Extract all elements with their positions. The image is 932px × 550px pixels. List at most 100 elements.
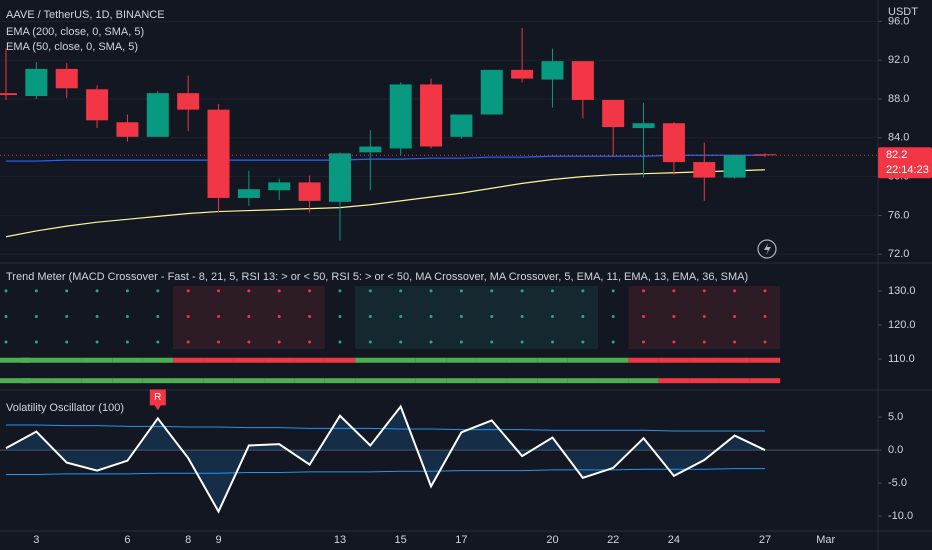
- candle-body: [207, 109, 230, 198]
- trend-dot: [642, 289, 646, 293]
- trend-bar: [567, 357, 599, 363]
- trend-dot: [186, 340, 190, 344]
- trend-dot: [672, 340, 676, 344]
- trend-dot: [368, 289, 372, 293]
- trend-bar: [537, 357, 568, 363]
- trend-bar: [112, 378, 143, 384]
- trend-dot: [186, 314, 190, 318]
- trend-dot: [611, 289, 615, 293]
- candle-body: [146, 93, 169, 137]
- trend-bar: [233, 357, 265, 363]
- trend-dot: [368, 340, 372, 344]
- trend-bar: [689, 357, 720, 363]
- trend-dot: [368, 314, 372, 318]
- y-tick-label: 72.0: [888, 248, 909, 260]
- indicator-title: Trend Meter (MACD Crossover - Fast - 8, …: [6, 271, 748, 283]
- trend-bar: [598, 357, 629, 363]
- candle-body: [480, 69, 503, 115]
- trend-dot: [429, 340, 433, 344]
- candle-body: [693, 162, 716, 178]
- trend-dot: [733, 314, 737, 318]
- y-tick-label: 110.0: [888, 353, 915, 365]
- trend-bar: [385, 378, 416, 384]
- trend-dot: [763, 289, 767, 293]
- trend-dot: [399, 289, 403, 293]
- trend-bar: [598, 378, 629, 384]
- trend-dot: [34, 314, 38, 318]
- x-tick-label: 24: [668, 534, 680, 546]
- trend-bar: [506, 378, 538, 384]
- y-tick-label: 0.0: [888, 444, 903, 456]
- trend-bar: [0, 378, 31, 384]
- trend-dot: [763, 314, 767, 318]
- currency-label: USDT: [888, 6, 918, 18]
- x-tick-label: 8: [185, 534, 191, 546]
- trend-dot: [34, 289, 38, 293]
- trend-dot: [125, 314, 129, 318]
- trend-dot: [217, 289, 221, 293]
- trend-bar: [142, 357, 173, 363]
- trend-dot: [459, 314, 463, 318]
- x-tick-label: 22: [607, 534, 619, 546]
- trend-dot: [156, 340, 160, 344]
- candle-body: [116, 122, 139, 137]
- trend-dot: [65, 314, 69, 318]
- trend-dot: [733, 340, 737, 344]
- trend-dot: [95, 314, 99, 318]
- y-tick-label: 88.0: [888, 93, 909, 105]
- legend-entry: EMA (50, close, 0, SMA, 5): [6, 41, 138, 53]
- candle-body: [86, 89, 109, 121]
- trend-dot: [4, 340, 8, 344]
- trend-dot: [429, 314, 433, 318]
- y-tick-label: 76.0: [888, 209, 909, 221]
- trend-bar: [233, 378, 265, 384]
- oscillator-line: [5, 404, 766, 514]
- last-price-label: 82.2: [886, 149, 907, 161]
- trend-dot: [581, 340, 585, 344]
- trend-dot: [34, 340, 38, 344]
- trend-dot: [611, 340, 615, 344]
- y-tick-label: -5.0: [888, 477, 907, 489]
- trend-bar: [142, 378, 173, 384]
- candle-body: [25, 68, 48, 97]
- trend-dot: [550, 340, 554, 344]
- trend-dot: [247, 289, 251, 293]
- trend-dot: [277, 340, 281, 344]
- trend-bar: [476, 357, 507, 363]
- trend-dot: [702, 340, 706, 344]
- trend-bar: [415, 357, 447, 363]
- trend-bar: [51, 357, 82, 363]
- trend-bar: [658, 378, 690, 384]
- trend-dot: [247, 340, 251, 344]
- x-tick-label: Mar: [816, 534, 835, 546]
- trend-dot: [581, 314, 585, 318]
- trend-bar: [446, 357, 477, 363]
- candle-body: [602, 99, 625, 128]
- signal-marker: [149, 389, 166, 411]
- trend-bar: [324, 378, 356, 384]
- trend-bar: [203, 378, 234, 384]
- candle-body: [268, 182, 291, 191]
- trend-dot: [763, 340, 767, 344]
- trend-dot: [65, 289, 69, 293]
- trend-bar: [324, 357, 356, 363]
- x-tick-label: 20: [546, 534, 558, 546]
- trend-bar: [294, 378, 325, 384]
- y-tick-label: 5.0: [888, 411, 903, 423]
- trend-dot: [702, 314, 706, 318]
- trend-dot: [672, 289, 676, 293]
- trend-dot: [4, 314, 8, 318]
- trend-dot: [490, 340, 494, 344]
- alert-icon[interactable]: [757, 239, 777, 259]
- trend-dot: [95, 340, 99, 344]
- x-tick-label: 13: [334, 534, 346, 546]
- trend-dot: [156, 289, 160, 293]
- trend-dot: [338, 289, 342, 293]
- candle-body: [298, 182, 321, 201]
- candle-body: [389, 84, 412, 149]
- trend-bar: [81, 378, 113, 384]
- candle-body: [420, 84, 443, 147]
- chart-title: AAVE / TetherUS, 1D, BINANCE: [6, 9, 165, 21]
- trend-dot: [156, 314, 160, 318]
